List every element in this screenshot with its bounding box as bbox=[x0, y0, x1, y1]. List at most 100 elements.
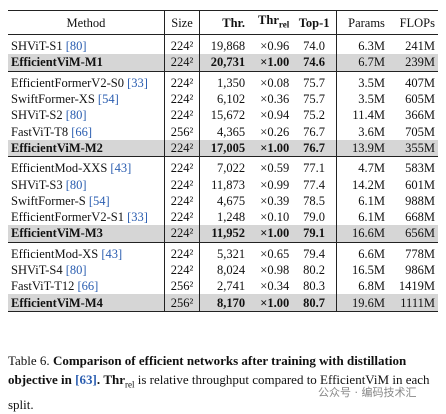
watermark: 公众号 · 编码技术汇 bbox=[318, 386, 417, 399]
caption-text: is relative throughput compared to Effic… bbox=[8, 372, 430, 412]
method-cell: SHViT-S2 [80] bbox=[8, 107, 165, 124]
table-group: EfficientFormerV2-S0 [33] 224² 1,350 ×0.08 7… bbox=[8, 71, 438, 157]
method-cell: EfficientViM-M4 bbox=[8, 294, 165, 312]
table-row: EfficientViM-M3 224² 11,952 ×1.00 79.1 16.6M 6… bbox=[8, 225, 438, 243]
method-name: EfficientViM-M2 bbox=[11, 140, 103, 155]
table-row: SwiftFormer-S [54] 224² 4,675 ×0.39 78.5 6.1M… bbox=[8, 192, 438, 209]
header-row: Method Size Thr. Thrrel Top-1 Params FLO… bbox=[8, 10, 438, 35]
flops-cell: 355M bbox=[387, 139, 438, 157]
table-row: EfficientMod-XXS [43] 224² 7,022 ×0.59 77.1 4… bbox=[8, 156, 438, 177]
flops-cell: 366M bbox=[405, 108, 435, 123]
citation: [66] bbox=[71, 124, 93, 139]
rel-cell: ×0.39 bbox=[260, 193, 290, 208]
params-cell: 6.8M bbox=[358, 279, 385, 294]
top1-cell: 79.4 bbox=[292, 242, 338, 262]
flops-cell: 583M bbox=[405, 161, 435, 176]
rel-cell: ×0.98 bbox=[260, 263, 290, 277]
citation: [33] bbox=[127, 75, 148, 90]
size-cell: 224² bbox=[164, 176, 201, 193]
params-cell: 6.6M bbox=[358, 246, 385, 261]
results-table: Method Size Thr. Thrrel Top-1 Params FLO… bbox=[8, 10, 438, 312]
params-cell: 6.1M bbox=[358, 210, 385, 225]
flops-cell: 656M bbox=[387, 225, 438, 243]
caption-bold: Comparison of efficient networks after t… bbox=[8, 353, 407, 387]
thr-cell: 11,873 bbox=[211, 177, 246, 192]
rel-cell: ×0.96 bbox=[260, 39, 290, 54]
size-cell: 224² bbox=[164, 261, 201, 279]
rel-cell: ×0.26 bbox=[260, 124, 290, 139]
table-row: SwiftFormer-XS [54] 224² 6,102 ×0.36 75.7 3.5… bbox=[8, 90, 438, 108]
caption-cite: [63] bbox=[75, 372, 97, 387]
rel-cell: ×0.65 bbox=[260, 246, 290, 261]
table-row: EfficientViM-M4 256² 8,170 ×1.00 80.7 19.6M 11… bbox=[8, 294, 438, 312]
citation: [66] bbox=[77, 279, 99, 294]
method-cell: FastViT-T12 [66] bbox=[8, 278, 165, 295]
method-name: SHViT-S2 bbox=[11, 108, 63, 123]
rel-cell: ×1.00 bbox=[248, 294, 293, 312]
size-cell: 224² bbox=[164, 90, 201, 108]
method-name: EfficientViM-M1 bbox=[11, 55, 103, 70]
rel-cell: ×1.00 bbox=[248, 225, 293, 243]
citation: [80] bbox=[65, 177, 87, 192]
thr-cell: 15,672 bbox=[210, 108, 246, 123]
size-cell: 224² bbox=[164, 225, 201, 243]
method-name: EfficientFormerV2-S1 bbox=[11, 210, 124, 225]
method-cell: SHViT-S4 [80] bbox=[8, 261, 165, 279]
top1-cell: 77.4 bbox=[292, 176, 338, 193]
flops-cell: 668M bbox=[405, 210, 435, 225]
rel-cell: ×0.08 bbox=[260, 75, 290, 90]
header-cell: Top-1 bbox=[292, 10, 338, 35]
header-cell: Params bbox=[348, 15, 385, 30]
method-cell: SwiftFormer-S [54] bbox=[8, 192, 165, 209]
method-name: SwiftFormer-S bbox=[11, 193, 86, 208]
method-name: EfficientFormerV2-S0 bbox=[11, 75, 124, 90]
table-row: SHViT-S1 [80] 224² 19,868 ×0.96 74.0 6.3M 241M bbox=[8, 34, 438, 55]
flops-cell: 1419M bbox=[398, 279, 435, 294]
rel-cell: ×1.00 bbox=[248, 54, 293, 72]
params-cell: 3.6M bbox=[358, 124, 385, 139]
top1-cell: 75.7 bbox=[292, 90, 338, 108]
table-header: Method Size Thr. Thrrel Top-1 Params FLO… bbox=[8, 10, 438, 35]
params-cell: 3.5M bbox=[358, 92, 385, 107]
size-cell: 224² bbox=[164, 54, 201, 72]
table-row: SHViT-S3 [80] 224² 11,873 ×0.99 77.4 14.2M 601… bbox=[8, 176, 438, 193]
caption-label: Table 6. bbox=[8, 353, 50, 368]
method-name: SHViT-S1 bbox=[11, 39, 63, 54]
header-cell: Thrrel bbox=[248, 11, 292, 35]
header-cell: Thr. bbox=[222, 15, 246, 30]
top1-cell: 79.1 bbox=[292, 225, 338, 243]
table-row: FastViT-T8 [66] 256² 4,365 ×0.26 76.7 3.6M 705… bbox=[8, 123, 438, 140]
top1-cell: 76.7 bbox=[292, 139, 338, 157]
header-cell: Size bbox=[164, 10, 201, 35]
method-cell: SHViT-S3 [80] bbox=[8, 176, 165, 193]
params-cell: 6.1M bbox=[358, 193, 385, 208]
params-cell: 16.6M bbox=[336, 225, 388, 243]
top1-cell: 75.2 bbox=[292, 107, 338, 124]
size-cell: 224² bbox=[164, 208, 201, 226]
top1-cell: 75.7 bbox=[292, 71, 338, 91]
citation: [80] bbox=[65, 263, 87, 277]
method-cell: EfficientMod-XXS [43] bbox=[8, 156, 165, 177]
thr-cell: 1,248 bbox=[216, 210, 246, 225]
table-row: SHViT-S2 [80] 224² 15,672 ×0.94 75.2 11.4M 366… bbox=[8, 107, 438, 124]
params-cell: 3.5M bbox=[358, 75, 385, 90]
params-cell: 14.2M bbox=[351, 177, 385, 192]
thr-cell: 20,731 bbox=[199, 54, 249, 72]
params-cell: 11.4M bbox=[352, 108, 385, 123]
params-cell: 13.9M bbox=[336, 139, 388, 157]
params-cell: 6.7M bbox=[336, 54, 388, 72]
header-cell: FLOPs bbox=[399, 15, 435, 30]
rel-cell: ×0.99 bbox=[260, 177, 290, 192]
thr-cell: 8,024 bbox=[216, 263, 246, 277]
caption-term-sub: rel bbox=[125, 379, 135, 390]
header-sub: rel bbox=[278, 19, 290, 30]
top1-cell: 79.0 bbox=[292, 208, 338, 226]
table-group: EfficientMod-XXS [43] 224² 7,022 ×0.59 77.1 4… bbox=[8, 156, 438, 243]
table-row: FastViT-T12 [66] 256² 2,741 ×0.34 80.3 6.8M 14… bbox=[8, 278, 438, 295]
params-cell: 19.6M bbox=[336, 294, 388, 312]
method-name: EfficientViM-M4 bbox=[11, 295, 103, 310]
size-cell: 224² bbox=[164, 71, 201, 91]
params-cell: 4.7M bbox=[358, 161, 385, 176]
table-group: EfficientMod-XS [43] 224² 5,321 ×0.65 79.4 6.… bbox=[8, 242, 438, 312]
params-cell: 16.5M bbox=[351, 263, 385, 277]
